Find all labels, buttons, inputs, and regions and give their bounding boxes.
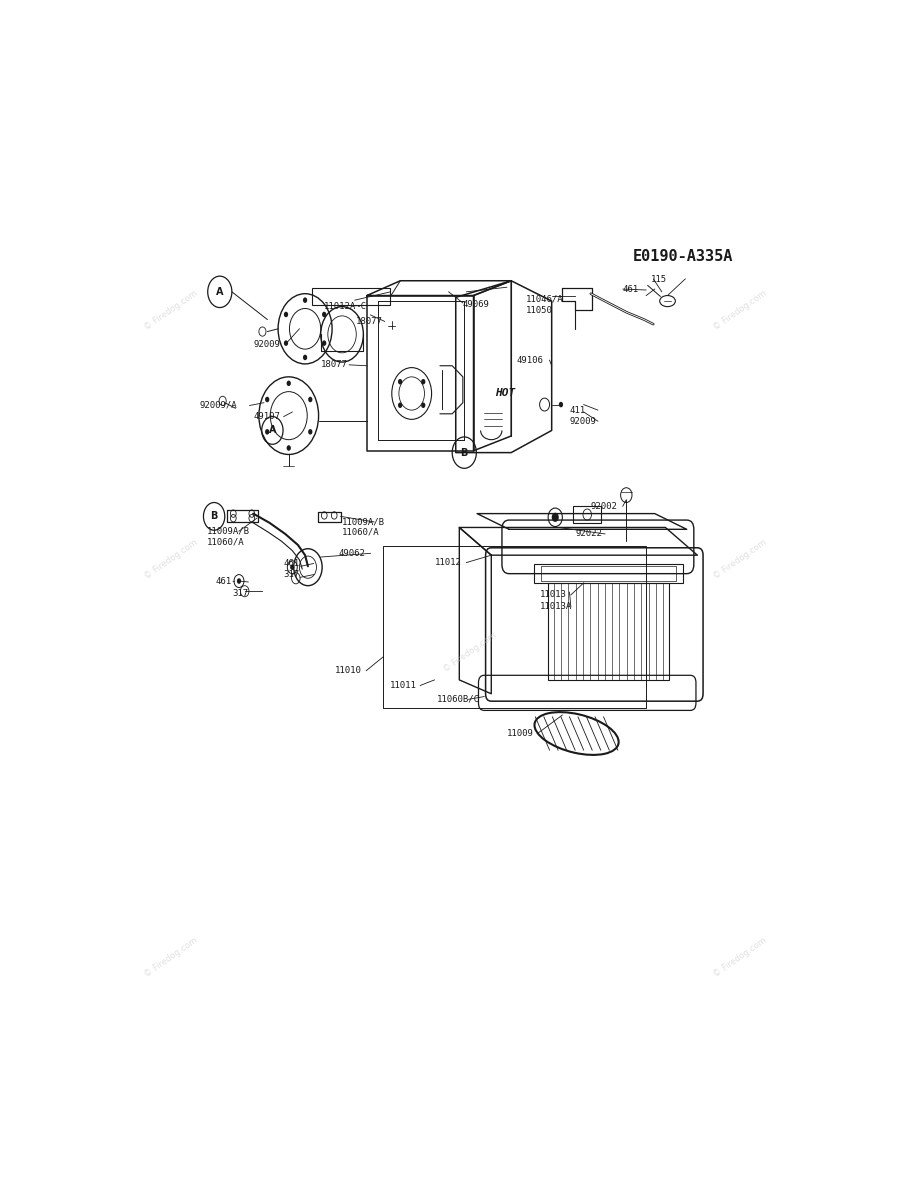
Text: 317: 317 (232, 588, 248, 598)
Circle shape (290, 564, 294, 570)
Text: 49062: 49062 (338, 548, 365, 558)
Bar (541, 566, 676, 581)
Text: 461: 461 (623, 286, 639, 294)
Text: A: A (269, 426, 276, 436)
Circle shape (308, 397, 313, 402)
Text: 115: 115 (651, 275, 668, 284)
Circle shape (552, 512, 558, 522)
Text: © Firedog.com: © Firedog.com (143, 538, 200, 582)
Text: © Firedog.com: © Firedog.com (712, 538, 768, 582)
Text: 11060/A: 11060/A (342, 528, 380, 536)
Circle shape (421, 402, 425, 408)
Bar (534, 564, 683, 583)
Circle shape (287, 445, 291, 451)
Text: 411: 411 (569, 406, 586, 415)
Text: © Firedog.com: © Firedog.com (712, 289, 768, 332)
Circle shape (237, 578, 241, 584)
Circle shape (303, 298, 307, 302)
Text: 11012A~C: 11012A~C (325, 302, 368, 311)
Text: 11060/A: 11060/A (207, 538, 245, 547)
Text: © Firedog.com: © Firedog.com (712, 936, 768, 979)
Text: 11009A/B: 11009A/B (207, 527, 250, 535)
Text: 11046/A: 11046/A (525, 295, 563, 304)
Text: © Firedog.com: © Firedog.com (143, 936, 200, 979)
Text: 49106: 49106 (516, 355, 543, 365)
Text: 11013A: 11013A (539, 602, 572, 612)
Text: 317: 317 (283, 570, 299, 580)
Bar (573, 506, 602, 523)
Text: E0190-A335A: E0190-A335A (633, 250, 734, 264)
Circle shape (284, 312, 288, 317)
Text: 11060B/C: 11060B/C (436, 695, 480, 704)
Circle shape (398, 402, 403, 408)
Circle shape (421, 379, 425, 384)
Circle shape (322, 341, 326, 346)
Circle shape (265, 397, 270, 402)
Text: B: B (210, 511, 218, 521)
Bar (548, 583, 669, 680)
Text: 92009: 92009 (569, 416, 596, 426)
Circle shape (558, 402, 563, 407)
Text: 11050: 11050 (525, 306, 552, 314)
Text: © Firedog.com: © Firedog.com (442, 630, 498, 674)
Text: 11009A/B: 11009A/B (342, 517, 385, 527)
Circle shape (265, 430, 270, 434)
Text: 49107: 49107 (253, 412, 280, 421)
Text: B: B (460, 448, 468, 457)
Text: 11009: 11009 (507, 730, 534, 738)
Circle shape (398, 379, 403, 384)
Text: 461-: 461- (215, 577, 237, 587)
Text: 11013: 11013 (539, 590, 567, 600)
Circle shape (284, 341, 288, 346)
Text: HOT: HOT (495, 389, 515, 398)
Text: © Firedog.com: © Firedog.com (143, 289, 200, 332)
Text: 92022: 92022 (575, 529, 602, 539)
Text: 11010: 11010 (335, 666, 362, 676)
Circle shape (322, 312, 326, 317)
Text: 18077: 18077 (321, 360, 348, 370)
Bar (383, 546, 646, 708)
Text: 92009: 92009 (253, 340, 280, 349)
Text: 92002: 92002 (591, 502, 618, 511)
Text: 461: 461 (283, 559, 299, 568)
Text: 92009/A: 92009/A (200, 401, 238, 410)
Text: A: A (216, 287, 224, 296)
Text: 11011: 11011 (390, 680, 416, 690)
Text: 49069: 49069 (463, 300, 490, 310)
Circle shape (308, 430, 313, 434)
Text: 11012: 11012 (435, 558, 461, 568)
Circle shape (303, 355, 307, 360)
Text: 18077: 18077 (356, 317, 383, 326)
Circle shape (287, 380, 291, 386)
Bar (312, 288, 391, 305)
